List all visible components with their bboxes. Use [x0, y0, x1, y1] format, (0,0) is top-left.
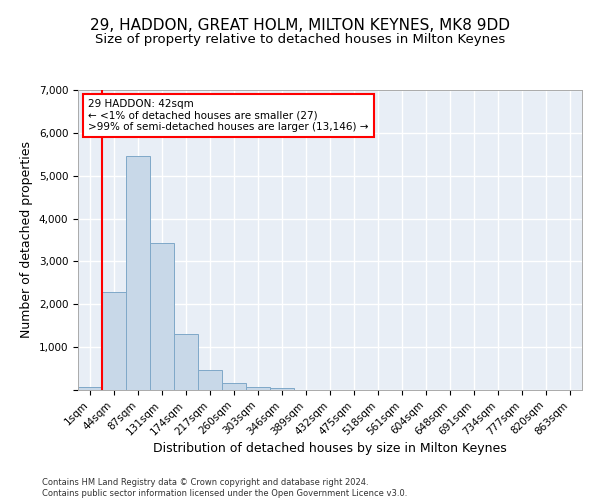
- Y-axis label: Number of detached properties: Number of detached properties: [20, 142, 33, 338]
- Bar: [126, 156, 150, 390]
- Text: Size of property relative to detached houses in Milton Keynes: Size of property relative to detached ho…: [95, 32, 505, 46]
- Bar: [222, 384, 246, 390]
- Bar: [174, 334, 198, 390]
- Text: 29, HADDON, GREAT HOLM, MILTON KEYNES, MK8 9DD: 29, HADDON, GREAT HOLM, MILTON KEYNES, M…: [90, 18, 510, 32]
- X-axis label: Distribution of detached houses by size in Milton Keynes: Distribution of detached houses by size …: [153, 442, 507, 455]
- Bar: [198, 370, 222, 390]
- Bar: [270, 388, 294, 390]
- Text: 29 HADDON: 42sqm
← <1% of detached houses are smaller (27)
>99% of semi-detached: 29 HADDON: 42sqm ← <1% of detached house…: [88, 99, 368, 132]
- Bar: [78, 386, 102, 390]
- Text: Contains HM Land Registry data © Crown copyright and database right 2024.
Contai: Contains HM Land Registry data © Crown c…: [42, 478, 407, 498]
- Bar: [150, 243, 174, 390]
- Bar: [102, 292, 126, 390]
- Bar: [246, 386, 270, 390]
